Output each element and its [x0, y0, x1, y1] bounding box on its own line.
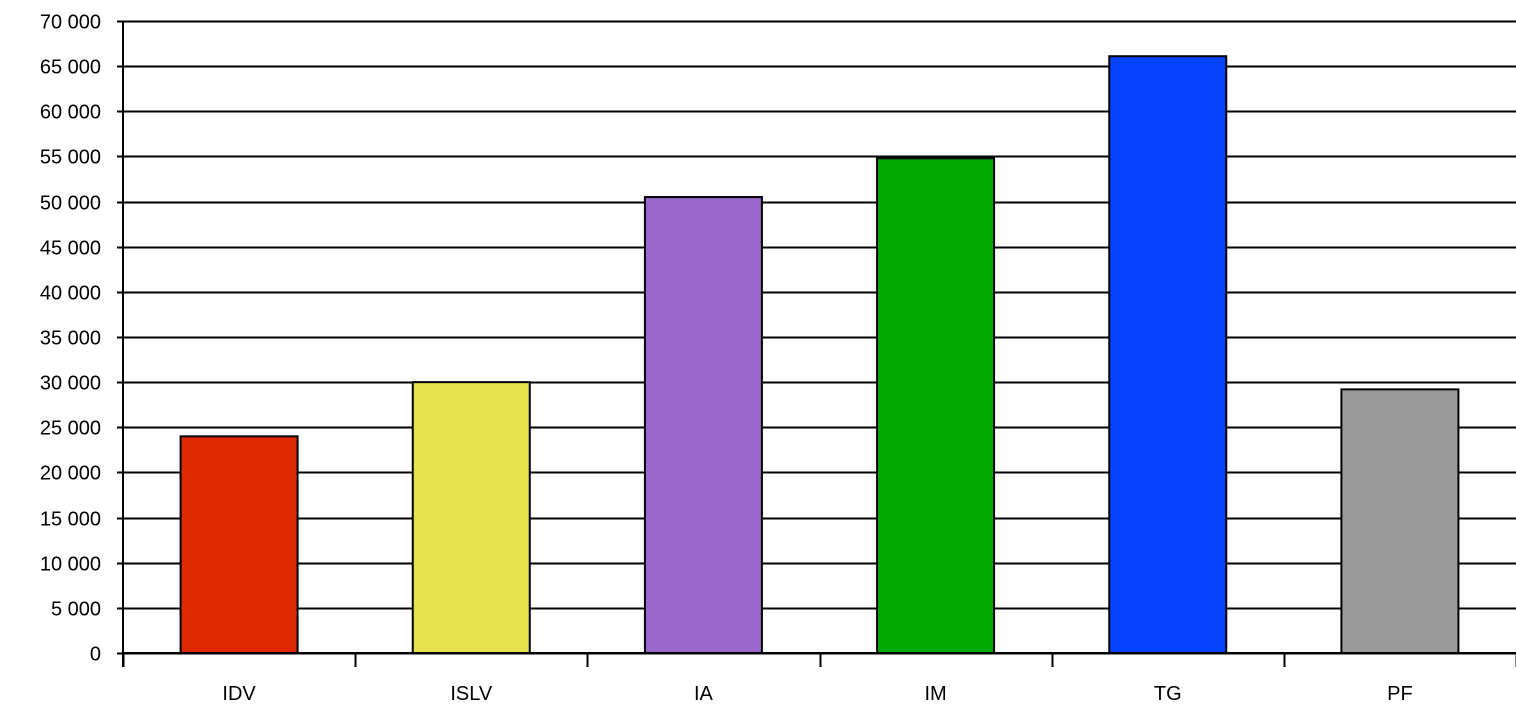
x-axis-tick-labels: IDV ISLV IA IM TG PF	[222, 683, 1412, 705]
y-tick-label: 10 000	[40, 554, 101, 576]
y-tick-label: 60 000	[40, 102, 101, 124]
y-tick-label: 20 000	[40, 463, 101, 485]
x-tick-label: IDV	[222, 683, 256, 705]
bars	[179, 55, 1460, 655]
bar-islv	[411, 381, 531, 654]
y-tick-label: 40 000	[40, 283, 101, 305]
x-tick-label: ISLV	[450, 683, 493, 705]
x-tick-label: PF	[1387, 683, 1413, 705]
bar-pf	[1340, 388, 1460, 654]
y-axis-tick-labels: 0 5 000 10 000 15 000 20 000 25 000 30 000 35 0…	[40, 12, 101, 666]
y-tick-label: 35 000	[40, 328, 101, 350]
y-tick-label: 55 000	[40, 147, 101, 169]
x-tick-label: IA	[694, 683, 714, 705]
bar-im	[876, 157, 996, 654]
y-tick-label: 70 000	[40, 12, 101, 34]
x-tick-label: TG	[1154, 683, 1182, 705]
bar-ia	[643, 196, 763, 655]
y-tick-label: 65 000	[40, 57, 101, 79]
y-tick-label: 30 000	[40, 373, 101, 395]
y-tick-label: 5 000	[51, 599, 101, 621]
x-tick-label: IM	[924, 683, 946, 705]
axes	[122, 21, 1516, 667]
y-tick-label: 15 000	[40, 509, 101, 531]
bar-tg	[1108, 55, 1228, 655]
y-tick-label: 25 000	[40, 418, 101, 440]
y-tick-label: 0	[90, 644, 101, 666]
y-tick-label: 45 000	[40, 238, 101, 260]
y-tick-label: 50 000	[40, 193, 101, 215]
gridlines	[117, 20, 1516, 655]
bar-idv	[179, 435, 299, 655]
